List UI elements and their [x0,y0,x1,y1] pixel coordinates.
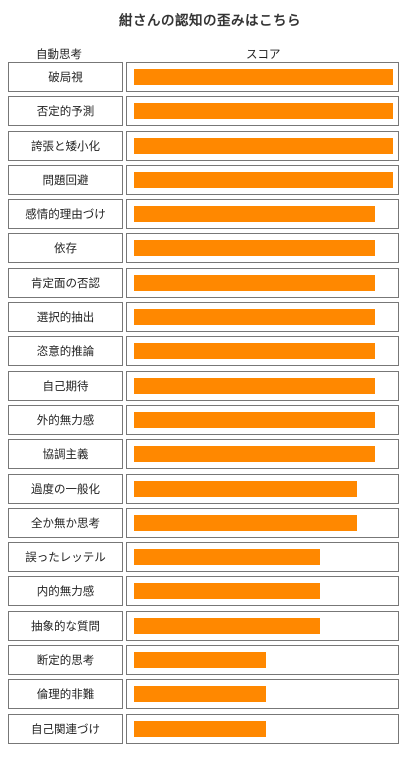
bar-cell [126,96,399,127]
bar [134,446,375,463]
chart-row: 破局視 [8,62,400,92]
chart-row: 否定的予測 [8,96,400,127]
chart-row: 選択的抽出 [8,302,400,333]
bar-cell [126,302,399,333]
chart-row: 誇張と矮小化 [8,130,400,161]
chart-row: 抽象的な質問 [8,610,400,641]
bar [134,103,393,120]
category-label: 自己期待 [8,370,123,401]
bar-cell [126,473,399,504]
category-label: 協調主義 [8,439,123,470]
bar-cell [126,507,399,538]
category-label: 外的無力感 [8,404,123,435]
bar [134,377,375,394]
bar [134,411,375,428]
category-label: 感情的理由づけ [8,199,123,230]
bar-cell [126,62,399,92]
chart-row: 自己期待 [8,370,400,401]
category-label: 恣意的推論 [8,336,123,367]
bar [134,549,320,566]
bar [134,617,320,634]
bar-cell [126,713,399,744]
bar [134,240,375,257]
bar-cell [126,679,399,710]
bar [134,309,375,326]
bar-cell [126,199,399,230]
chart-title: 紺さんの認知の歪みはこちら [119,13,301,29]
bar-cell [126,233,399,264]
chart-row: 肯定面の否認 [8,267,400,298]
chart-row: 恣意的推論 [8,336,400,367]
bar-cell [126,130,399,161]
category-label: 過度の一般化 [8,473,123,504]
bar [134,514,357,531]
score-column-header: スコア [246,47,281,61]
category-label: 抽象的な質問 [8,610,123,641]
bar [134,206,375,223]
chart-row: 自己関連づけ [8,713,400,744]
bar-cell [126,164,399,195]
category-label: 誤ったレッテル [8,542,123,573]
bar [134,69,393,85]
chart-row: 全か無か思考 [8,507,400,538]
bar-cell [126,336,399,367]
category-label: 破局視 [8,62,123,92]
bar-cell [126,542,399,573]
bar [134,274,375,291]
category-label: 依存 [8,233,123,264]
bar-cell [126,610,399,641]
chart-row: 問題回避 [8,164,400,195]
bar [134,171,393,188]
bar-cell [126,439,399,470]
chart-row: 外的無力感 [8,404,400,435]
chart-row: 内的無力感 [8,576,400,607]
bar-cell [126,267,399,298]
category-label: 否定的予測 [8,96,123,127]
chart-row: 断定的思考 [8,645,400,676]
category-label: 倫理的非難 [8,679,123,710]
category-label: 問題回避 [8,164,123,195]
category-label: 肯定面の否認 [8,267,123,298]
bar [134,720,266,737]
category-label: 自己関連づけ [8,713,123,744]
bar-cell [126,404,399,435]
bar [134,583,320,600]
bar [134,137,393,154]
chart-row: 過度の一般化 [8,473,400,504]
bar [134,686,266,703]
chart-rows: 破局視否定的予測 誇張と矮小化 問題回避感情的理由づけ 依存 肯定面の否認 選択的抽出 恣意… [8,62,400,748]
chart-row: 倫理的非難 [8,679,400,710]
label-column-header: 自動思考 [36,47,82,61]
bar-cell [126,370,399,401]
bar-cell [126,576,399,607]
bar-cell [126,645,399,676]
category-label: 内的無力感 [8,576,123,607]
chart-row: 誤ったレッテル [8,542,400,573]
chart-row: 依存 [8,233,400,264]
category-label: 誇張と矮小化 [8,130,123,161]
category-label: 選択的抽出 [8,302,123,333]
chart-row: 感情的理由づけ [8,199,400,230]
chart-row: 協調主義 [8,439,400,470]
category-label: 断定的思考 [8,645,123,676]
bar [134,343,375,360]
category-label: 全か無か思考 [8,507,123,538]
bar [134,480,357,497]
bar [134,652,266,669]
